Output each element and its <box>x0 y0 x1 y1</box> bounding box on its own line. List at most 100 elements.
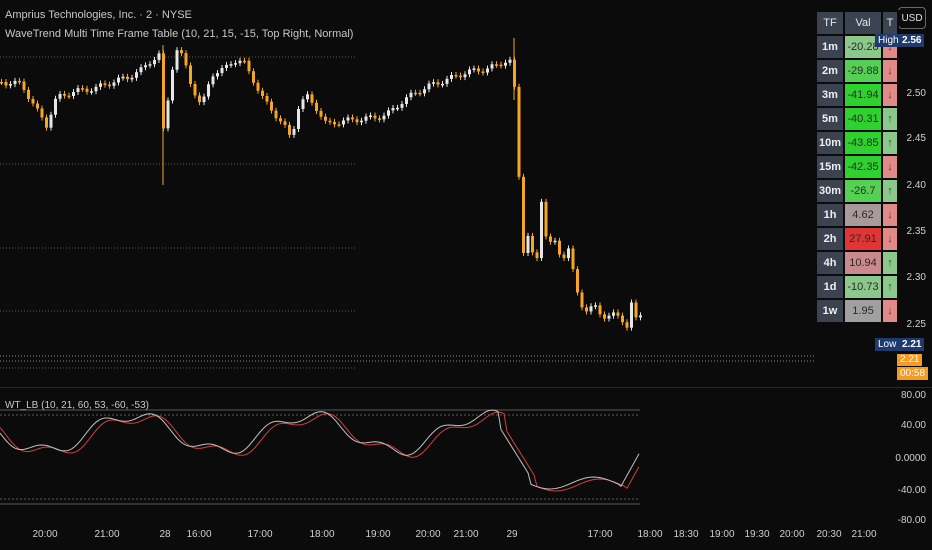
time-tick: 18:00 <box>637 529 663 540</box>
trend-arrow-cell: ↓ <box>883 84 897 106</box>
candle-body <box>265 95 269 102</box>
pane-divider[interactable] <box>0 387 932 388</box>
value-cell: -41.94 <box>845 84 881 106</box>
candle-body <box>351 117 354 120</box>
candle-body <box>225 64 228 68</box>
candle-body <box>58 93 62 99</box>
trend-arrow-cell: ↑ <box>883 132 897 154</box>
candle-body <box>283 121 287 125</box>
candle-body <box>535 252 539 259</box>
candle-body <box>630 302 633 328</box>
candle-body <box>454 75 458 77</box>
timeframe-cell: 10m <box>817 132 843 154</box>
candle-body <box>580 292 584 308</box>
timeframe-cell: 2h <box>817 228 843 250</box>
candle-body <box>292 128 296 135</box>
candle-body <box>436 82 440 85</box>
candle-body <box>369 115 372 118</box>
candle-body <box>135 72 138 78</box>
candle-body <box>526 235 530 253</box>
candle-body <box>99 83 102 87</box>
candle-body <box>238 60 242 64</box>
candle-body <box>270 101 273 111</box>
candle-body <box>103 83 107 85</box>
candle-body <box>130 77 134 80</box>
time-tick: 16:00 <box>186 529 212 540</box>
candle-body <box>94 86 98 92</box>
candle-body <box>328 120 332 123</box>
timeframe-cell: 5m <box>817 108 843 130</box>
candle-body <box>27 89 30 99</box>
candle-body <box>486 68 489 73</box>
candle-body <box>153 59 156 65</box>
oscillator-title[interactable]: WT_LB (10, 21, 60, 53, -60, -53) <box>5 400 149 411</box>
value-cell: -10.73 <box>845 276 881 298</box>
candle-body <box>184 53 188 66</box>
candle-body <box>463 74 467 78</box>
last-price-tag: 2.21 <box>897 354 923 366</box>
candle-body <box>189 65 192 84</box>
candle-body <box>396 107 399 110</box>
candle-body <box>459 75 462 78</box>
table-row: 2m -29.88 ↓ <box>817 60 897 82</box>
price-tick: 2.45 <box>906 133 926 144</box>
timeframe-cell: 3m <box>817 84 843 106</box>
trend-arrow-cell: ↓ <box>883 156 897 178</box>
header-tf: TF <box>817 12 843 34</box>
value-cell: 1.95 <box>845 300 881 322</box>
candle-body <box>342 120 345 125</box>
time-tick: 29 <box>506 529 518 540</box>
trend-arrow-cell: ↓ <box>883 228 897 250</box>
osc-tick: 80.00 <box>900 390 926 401</box>
candle-body <box>18 80 21 83</box>
value-cell: -26.7 <box>845 180 881 202</box>
high-value: 2.56 <box>899 34 925 47</box>
header-val: Val <box>845 12 881 34</box>
timeframe-cell: 4h <box>817 252 843 274</box>
candle-body <box>175 50 179 70</box>
timeframe-cell: 1d <box>817 276 843 298</box>
time-tick: 19:00 <box>365 529 391 540</box>
symbol-title[interactable]: Amprius Technologies, Inc. · 2 · NYSE <box>5 9 192 21</box>
candle-body <box>540 201 543 259</box>
candle-body <box>508 59 512 63</box>
candle-body <box>445 78 449 84</box>
value-cell: -40.31 <box>845 108 881 130</box>
candle-body <box>139 67 143 73</box>
candle-body <box>171 69 174 101</box>
table-row: 1w 1.95 ↓ <box>817 300 897 322</box>
candle-body <box>76 88 80 93</box>
trend-arrow-cell: ↑ <box>883 276 897 298</box>
time-tick: 20:30 <box>816 529 842 540</box>
currency-button[interactable]: USD <box>898 7 926 29</box>
candle-body <box>346 117 350 121</box>
candle-body <box>414 92 417 95</box>
candle-body <box>495 64 498 66</box>
osc-tick: 0.0000 <box>895 453 926 464</box>
candle-body <box>360 120 363 123</box>
time-tick: 20:00 <box>32 529 58 540</box>
oscillator-chart[interactable] <box>0 388 932 523</box>
candle-body <box>387 110 390 116</box>
candle-body <box>211 76 215 85</box>
value-cell: 4.62 <box>845 204 881 226</box>
candle-body <box>607 315 611 319</box>
candle-body <box>81 88 84 90</box>
candle-body <box>121 76 125 79</box>
price-chart[interactable] <box>0 0 932 388</box>
candle-body <box>544 201 548 237</box>
timeframe-cell: 15m <box>817 156 843 178</box>
candle-body <box>108 84 111 87</box>
table-row: 5m -40.31 ↑ <box>817 108 897 130</box>
osc-tick: -80.00 <box>897 515 926 525</box>
candle-body <box>405 97 408 104</box>
candle-body <box>634 302 638 318</box>
candle-body <box>198 95 201 103</box>
candle-body <box>333 121 336 125</box>
time-tick: 21:00 <box>94 529 120 540</box>
candle-body <box>274 110 278 119</box>
price-tick: 2.30 <box>906 272 926 283</box>
indicator-title[interactable]: WaveTrend Multi Time Frame Table (10, 21… <box>5 28 354 40</box>
osc-tick: -40.00 <box>897 485 926 496</box>
time-tick: 20:00 <box>415 529 441 540</box>
